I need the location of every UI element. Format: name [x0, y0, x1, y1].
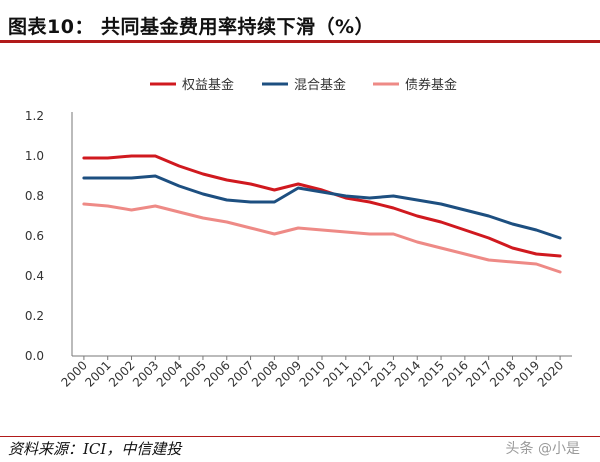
chart-title: 图表10： 共同基金费用率持续下滑（%） — [8, 16, 375, 38]
x-tick-label: 2015 — [416, 358, 447, 389]
footer-divider — [0, 436, 600, 437]
x-tick-label: 2006 — [201, 358, 232, 389]
legend-label: 债券基金 — [405, 77, 457, 93]
y-tick-label: 0.0 — [25, 349, 44, 363]
x-tick-label: 2013 — [368, 358, 399, 389]
x-tick-label: 2014 — [392, 358, 423, 389]
y-tick-label: 1.2 — [25, 109, 44, 123]
y-tick-label: 0.4 — [25, 269, 44, 283]
x-tick-label: 2009 — [273, 358, 304, 389]
x-tick-label: 2001 — [82, 358, 113, 389]
x-tick-label: 2002 — [106, 358, 137, 389]
legend-label: 权益基金 — [182, 77, 234, 93]
line-chart: 0.00.20.40.60.81.01.22000200120022003200… — [25, 77, 572, 390]
x-tick-label: 2011 — [320, 358, 351, 389]
title-divider — [0, 40, 600, 43]
y-tick-label: 0.6 — [25, 229, 44, 243]
x-tick-label: 2012 — [344, 358, 375, 389]
x-tick-label: 2018 — [487, 358, 518, 389]
x-tick-label: 2005 — [178, 358, 209, 389]
legend-label: 混合基金 — [294, 77, 346, 93]
y-tick-label: 0.2 — [25, 309, 44, 323]
x-tick-label: 2019 — [511, 358, 542, 389]
source-note: 资料来源：ICI，中信建投 — [8, 440, 182, 458]
x-tick-label: 2007 — [225, 358, 256, 389]
x-tick-label: 2004 — [154, 358, 185, 389]
y-tick-label: 0.8 — [25, 189, 44, 203]
x-tick-label: 2016 — [439, 358, 470, 389]
y-tick-label: 1.0 — [25, 149, 44, 163]
x-tick-label: 2000 — [59, 358, 90, 389]
x-tick-label: 2010 — [297, 358, 328, 389]
x-tick-label: 2003 — [130, 358, 161, 389]
watermark: 头条 @小是 — [505, 441, 580, 457]
x-tick-label: 2017 — [463, 358, 494, 389]
x-tick-label: 2008 — [249, 358, 280, 389]
x-tick-label: 2020 — [535, 358, 566, 389]
